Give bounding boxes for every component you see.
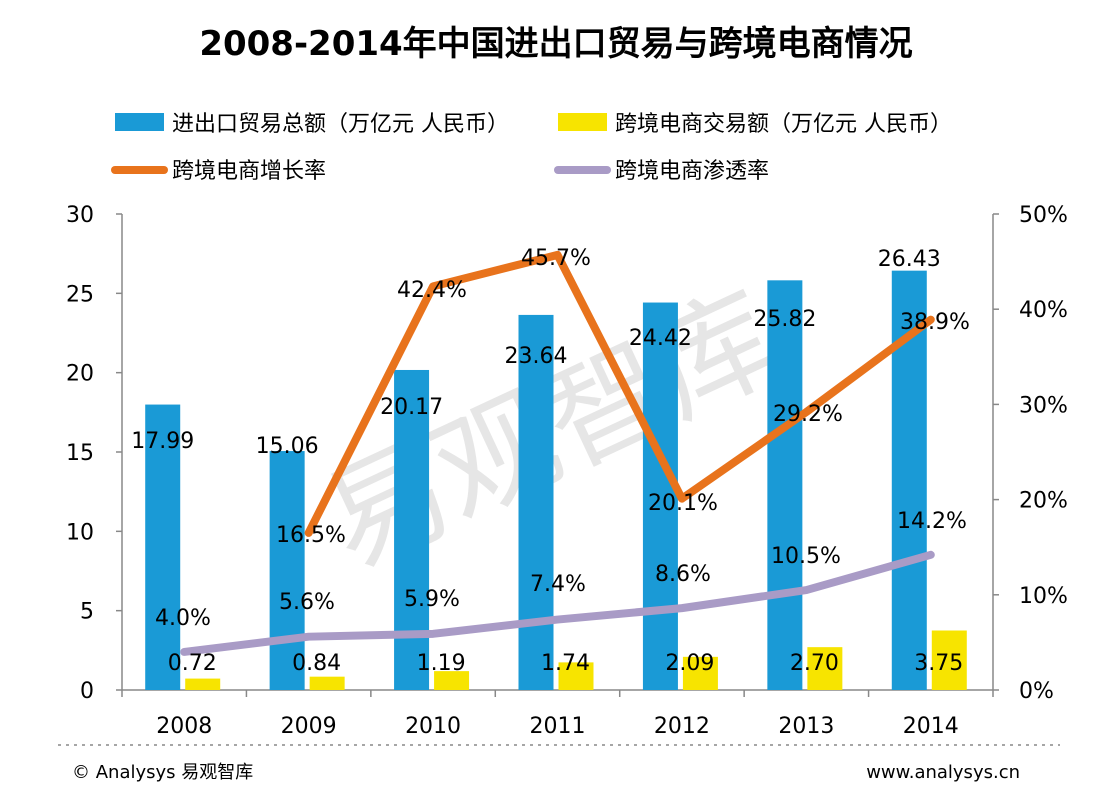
y-tick-label-left: 0 bbox=[80, 679, 94, 704]
data-label-penetration-rate: 8.6% bbox=[655, 562, 711, 587]
data-label-growth-rate: 16.5% bbox=[276, 523, 346, 548]
line-penetration-rate bbox=[180, 550, 935, 656]
bar-cross-border-ecommerce bbox=[682, 656, 718, 690]
data-label-trade-total: 23.64 bbox=[505, 344, 568, 369]
axis-labels: 0 5 10 15 20 25 30 0% 10% 20% 30% 40% 50% 2008 2009 201… bbox=[66, 203, 1068, 739]
footer-right: www.analysys.cn bbox=[866, 762, 1020, 783]
data-label-growth-rate: 20.1% bbox=[648, 491, 718, 516]
line-group bbox=[180, 250, 935, 656]
y-tick-label-right: 50% bbox=[1019, 203, 1068, 228]
footer-left: © Analysys 易观智库 bbox=[72, 762, 253, 783]
data-label-ecommerce-volume: 1.19 bbox=[417, 651, 466, 676]
legend-label-penetration-rate: 跨境电商渗透率 bbox=[615, 159, 769, 184]
y-tick-label-right: 10% bbox=[1019, 584, 1068, 609]
y-tick-label-right: 40% bbox=[1019, 298, 1068, 323]
x-tick-label: 2014 bbox=[903, 714, 959, 739]
bar-trade-total bbox=[518, 314, 554, 690]
x-tick-label: 2012 bbox=[654, 714, 710, 739]
legend-label-growth-rate: 跨境电商增长率 bbox=[172, 159, 326, 184]
x-tick-label: 2010 bbox=[405, 714, 461, 739]
bar-trade-total bbox=[767, 280, 803, 690]
x-tick-label: 2013 bbox=[778, 714, 834, 739]
x-tick-label: 2008 bbox=[156, 714, 212, 739]
chart-title: 2008-2014年中国进出口贸易与跨境电商情况 bbox=[199, 24, 912, 64]
data-label-penetration-rate: 4.0% bbox=[155, 606, 211, 631]
data-label-growth-rate: 45.7% bbox=[521, 246, 591, 271]
data-label-penetration-rate: 5.9% bbox=[404, 587, 460, 612]
line-growth-rate bbox=[304, 250, 935, 537]
data-label-growth-rate: 29.2% bbox=[773, 402, 843, 427]
x-tick-label: 2011 bbox=[530, 714, 586, 739]
data-label-ecommerce-volume: 0.72 bbox=[168, 651, 217, 676]
y-tick-label-left: 25 bbox=[66, 282, 94, 307]
data-label-trade-total: 24.42 bbox=[629, 326, 692, 351]
bar-cross-border-ecommerce bbox=[558, 662, 594, 690]
x-tick-label: 2009 bbox=[281, 714, 337, 739]
data-label-trade-total: 26.43 bbox=[878, 247, 941, 272]
y-tick-label-right: 20% bbox=[1019, 489, 1068, 514]
data-label-trade-total: 20.17 bbox=[380, 395, 443, 420]
legend: 进出口贸易总额（万亿元 人民币） 跨境电商交易额（万亿元 人民币） 跨境电商增长率 跨… bbox=[111, 112, 952, 184]
y-tick-label-right: 0% bbox=[1019, 679, 1054, 704]
y-tick-label-left: 10 bbox=[66, 520, 94, 545]
legend-swatch-ecommerce-volume bbox=[558, 113, 607, 131]
data-label-ecommerce-volume: 3.75 bbox=[914, 651, 963, 676]
bar-cross-border-ecommerce bbox=[185, 678, 221, 690]
bar-trade-total bbox=[269, 451, 305, 690]
bar-cross-border-ecommerce bbox=[309, 676, 345, 690]
data-label-growth-rate: 42.4% bbox=[397, 278, 467, 303]
data-label-penetration-rate: 5.6% bbox=[279, 590, 335, 615]
data-label-ecommerce-volume: 0.84 bbox=[292, 651, 341, 676]
axes bbox=[116, 213, 999, 697]
data-label-trade-total: 15.06 bbox=[256, 434, 319, 459]
data-label-ecommerce-volume: 2.09 bbox=[665, 651, 714, 676]
data-label-growth-rate: 38.9% bbox=[900, 310, 970, 335]
legend-label-trade-total: 进出口贸易总额（万亿元 人民币） bbox=[172, 112, 509, 137]
data-label-penetration-rate: 7.4% bbox=[530, 572, 586, 597]
y-tick-label-right: 30% bbox=[1019, 393, 1068, 418]
bar-trade-total bbox=[642, 302, 678, 690]
y-tick-label-left: 20 bbox=[66, 362, 94, 387]
bar-cross-border-ecommerce bbox=[807, 647, 843, 690]
data-label-trade-total: 25.82 bbox=[753, 307, 816, 332]
y-tick-label-left: 15 bbox=[66, 441, 94, 466]
data-label-penetration-rate: 14.2% bbox=[897, 509, 967, 534]
y-tick-label-left: 5 bbox=[80, 600, 94, 625]
bar-trade-total bbox=[145, 404, 181, 690]
legend-label-ecommerce-volume: 跨境电商交易额（万亿元 人民币） bbox=[615, 112, 952, 137]
data-label-penetration-rate: 10.5% bbox=[771, 544, 841, 569]
y-tick-label-left: 30 bbox=[66, 203, 94, 228]
bar-cross-border-ecommerce bbox=[931, 630, 967, 690]
data-label-trade-total: 17.99 bbox=[131, 429, 194, 454]
data-labels: 17.99 0.72 15.06 0.84 20.17 1.19 23.64 1.74 24.4… bbox=[131, 246, 970, 676]
data-label-ecommerce-volume: 2.70 bbox=[790, 651, 839, 676]
legend-swatch-trade-total bbox=[115, 113, 164, 131]
data-label-ecommerce-volume: 1.74 bbox=[541, 651, 590, 676]
bar-cross-border-ecommerce bbox=[434, 671, 470, 690]
